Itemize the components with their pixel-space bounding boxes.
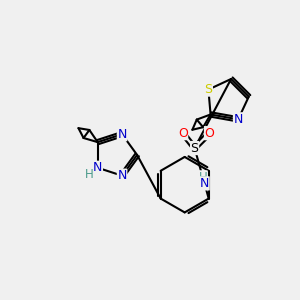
Text: H: H [198,171,207,184]
Text: N: N [117,128,127,141]
Text: H: H [85,168,93,181]
Text: N: N [117,169,127,182]
Text: S: S [190,142,199,154]
Text: N: N [233,113,243,126]
Text: N: N [93,161,102,174]
Text: S: S [204,83,212,96]
Text: O: O [178,127,188,140]
Text: N: N [200,177,209,190]
Text: O: O [205,127,214,140]
